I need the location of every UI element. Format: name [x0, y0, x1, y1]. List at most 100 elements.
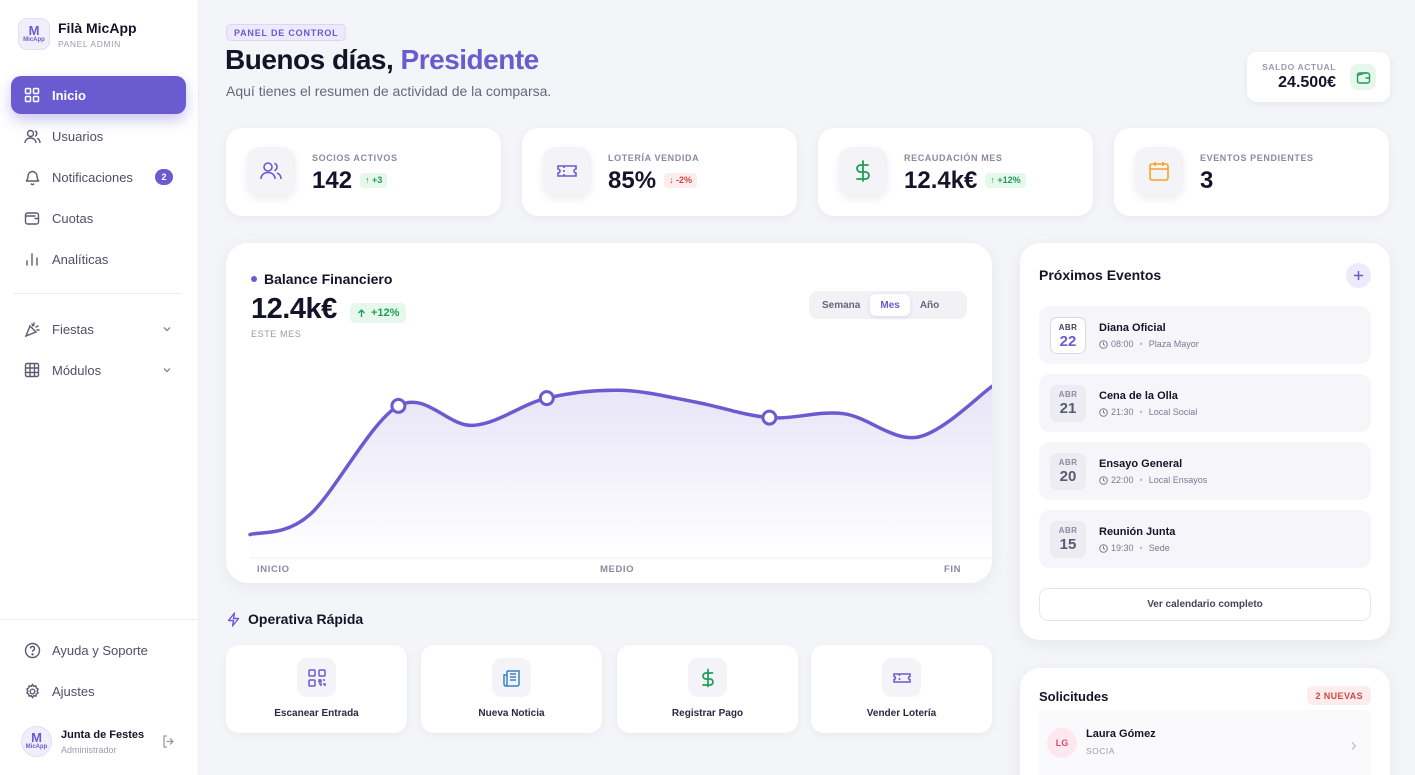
event-day: 15: [1059, 536, 1077, 553]
chevron-right-icon: [1350, 738, 1358, 756]
stat-card-recaudacion[interactable]: RECAUDACIÓN MES 12.4k€ ↑ +12%: [818, 128, 1093, 216]
clock-icon: [1099, 407, 1108, 417]
chart-point[interactable]: [538, 390, 555, 407]
stat-label: EVENTOS PENDIENTES: [1200, 153, 1314, 163]
event-item[interactable]: ABR 15 Reunión Junta 19:30 • Sede: [1039, 510, 1371, 568]
stat-delta: ↑ +3: [360, 172, 388, 188]
avatar: M MicApp: [21, 726, 52, 757]
event-date: ABR 20: [1050, 453, 1086, 490]
requests-badge: 2 NUEVAS: [1307, 686, 1371, 705]
event-time: 21:30: [1111, 407, 1134, 417]
tab-mes[interactable]: Mes: [870, 294, 910, 316]
stat-card-socios[interactable]: SOCIOS ACTIVOS 142 ↑ +3: [226, 128, 501, 216]
nav-item-cuotas[interactable]: Cuotas: [11, 199, 186, 237]
chart-value: 12.4k€: [251, 293, 337, 325]
nav-label: Fiestas: [52, 321, 94, 337]
chart-area: [250, 386, 992, 558]
brand-name: Filà MicApp: [58, 19, 137, 36]
brand[interactable]: M MicApp Filà MicApp PANEL ADMIN: [18, 18, 137, 50]
logout-icon[interactable]: [161, 734, 176, 754]
page-kicker: PANEL DE CONTROL: [226, 24, 347, 41]
nav-item-ayuda[interactable]: Ayuda y Soporte: [11, 631, 186, 669]
stat-card-eventos[interactable]: EVENTOS PENDIENTES 3: [1114, 128, 1389, 216]
nav-label: Cuotas: [52, 210, 94, 226]
brand-subtitle: PANEL ADMIN: [58, 38, 121, 49]
balance-widget[interactable]: SALDO ACTUAL 24.500€: [1247, 52, 1390, 102]
chevron-down-icon: [162, 322, 172, 337]
lightning-icon: [227, 611, 240, 627]
wallet-icon: [23, 209, 41, 227]
nav-group-modulos[interactable]: Módulos: [11, 351, 186, 389]
page-title: Buenos días, Presidente: [225, 44, 539, 76]
nav-group-fiestas[interactable]: Fiestas: [11, 310, 186, 348]
stat-value: 85%: [608, 167, 657, 194]
requests-title: Solicitudes: [1039, 689, 1109, 704]
event-place: Local Social: [1148, 407, 1198, 417]
request-row[interactable]: LG Laura Gómez SOCIA: [1039, 710, 1371, 775]
chart-point[interactable]: [390, 397, 407, 414]
meta-separator: •: [1139, 339, 1143, 349]
event-place: Plaza Mayor: [1148, 339, 1199, 349]
event-day: 22: [1059, 333, 1077, 350]
group-nav: Fiestas Módulos: [11, 310, 186, 392]
logo-wordmark: MicApp: [25, 744, 48, 750]
users-icon: [23, 127, 41, 145]
meta-separator: •: [1139, 543, 1143, 553]
x-label-medio: MEDIO: [600, 564, 635, 575]
balance-chart: [248, 384, 992, 559]
view-calendar-button[interactable]: Ver calendario completo: [1039, 588, 1371, 621]
register-payment-button[interactable]: Registrar Pago: [617, 645, 798, 733]
quick-action-label: Nueva Noticia: [478, 708, 545, 719]
new-news-button[interactable]: Nueva Noticia: [421, 645, 602, 733]
footer-nav: Ayuda y Soporte Ajustes: [11, 631, 186, 713]
quick-action-label: Escanear Entrada: [274, 708, 359, 719]
arrow-up-icon: [358, 308, 365, 317]
dollar-icon: [688, 658, 727, 697]
requests-card: Solicitudes 2 NUEVAS LG Laura Gómez SOCI…: [1020, 668, 1390, 775]
newspaper-icon: [492, 658, 531, 697]
add-event-button[interactable]: [1346, 263, 1371, 288]
nav-label: Notificaciones: [52, 169, 133, 185]
meta-separator: •: [1139, 407, 1143, 417]
scan-entry-button[interactable]: Escanear Entrada: [226, 645, 407, 733]
nav-item-inicio[interactable]: Inicio: [11, 76, 186, 114]
clock-icon: [1099, 339, 1108, 349]
page-subtitle: Aquí tienes el resumen de actividad de l…: [226, 83, 552, 99]
event-month: ABR: [1058, 458, 1078, 467]
event-name: Diana Oficial: [1099, 322, 1166, 334]
quick-action-label: Vender Lotería: [866, 708, 937, 719]
user-role: Administrador: [61, 744, 117, 755]
nav-divider: [14, 293, 182, 294]
user-name: Junta de Festes: [61, 728, 145, 741]
event-date: ABR 15: [1050, 521, 1086, 558]
main-nav: Inicio Usuarios Notificaciones 2 Cuotas: [11, 76, 186, 281]
nav-item-notificaciones[interactable]: Notificaciones 2: [11, 158, 186, 196]
nav-item-usuarios[interactable]: Usuarios: [11, 117, 186, 155]
nav-item-ajustes[interactable]: Ajustes: [11, 672, 186, 710]
stat-delta: ↓ -2%: [664, 172, 698, 188]
tab-semana[interactable]: Semana: [822, 299, 861, 311]
stat-card-loteria[interactable]: LOTERÍA VENDIDA 85% ↓ -2%: [522, 128, 797, 216]
balance-value: 24.500€: [1278, 74, 1336, 91]
sell-lottery-button[interactable]: Vender Lotería: [811, 645, 992, 733]
notification-badge: 2: [155, 169, 173, 185]
grid-icon: [23, 86, 41, 104]
nav-item-analiticas[interactable]: Analíticas: [11, 240, 186, 278]
event-month: ABR: [1058, 323, 1078, 332]
chart-series-line: [248, 384, 992, 537]
sidebar: M MicApp Filà MicApp PANEL ADMIN Inicio …: [0, 0, 199, 775]
title-dot: [251, 276, 257, 282]
event-item[interactable]: ABR 21 Cena de la Olla 21:30 • Local Socia…: [1039, 374, 1371, 432]
event-day: 20: [1059, 468, 1077, 485]
event-item[interactable]: ABR 22 Diana Oficial 08:00 • Plaza Mayor: [1039, 306, 1371, 364]
greeting-name: Presidente: [400, 44, 540, 75]
chart-point[interactable]: [761, 409, 778, 426]
chart-period: ESTE MES: [251, 329, 302, 339]
event-item[interactable]: ABR 20 Ensayo General 22:00 • Local Ensayo…: [1039, 442, 1371, 500]
event-time: 22:00: [1111, 475, 1134, 485]
user-profile[interactable]: M MicApp Junta de Festes Administrador: [21, 726, 144, 757]
nav-label: Usuarios: [52, 128, 104, 144]
tab-ano[interactable]: Año: [919, 299, 940, 311]
event-name: Ensayo General: [1099, 458, 1183, 470]
ticket-icon: [882, 658, 921, 697]
